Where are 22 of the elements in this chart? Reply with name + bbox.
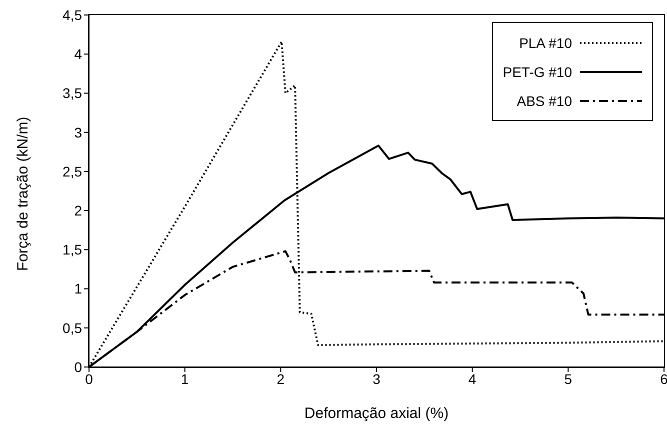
x-tick-label: 1 bbox=[180, 370, 189, 387]
y-tick-label: 1,5 bbox=[62, 242, 82, 258]
y-tick-label: 4 bbox=[74, 46, 82, 62]
y-tick-label: 1 bbox=[74, 280, 82, 297]
legend-label: PET-G #10 bbox=[502, 64, 572, 80]
x-tick-label: 4 bbox=[468, 370, 476, 387]
x-tick-label: 6 bbox=[660, 370, 667, 387]
legend-label: ABS #10 bbox=[516, 92, 572, 108]
x-tick-label: 2 bbox=[276, 370, 285, 387]
legend-label: PLA #10 bbox=[519, 34, 572, 50]
y-tick-label: 0 bbox=[74, 358, 82, 375]
y-tick-label: 4,5 bbox=[62, 6, 82, 23]
x-tick-label: 3 bbox=[372, 370, 381, 387]
y-tick-label: 0,5 bbox=[62, 320, 82, 336]
y-tick-label: 2,5 bbox=[62, 163, 82, 180]
y-tick-label: 3,5 bbox=[62, 85, 82, 102]
x-tick-label: 5 bbox=[564, 370, 572, 387]
y-axis-title: Força de tração (kN/m) bbox=[14, 116, 32, 271]
x-tick-label: 0 bbox=[85, 370, 94, 387]
x-axis-title: Deformação axial (%) bbox=[304, 405, 449, 422]
y-tick-label: 2 bbox=[74, 202, 82, 219]
y-tick-label: 3 bbox=[74, 124, 82, 140]
